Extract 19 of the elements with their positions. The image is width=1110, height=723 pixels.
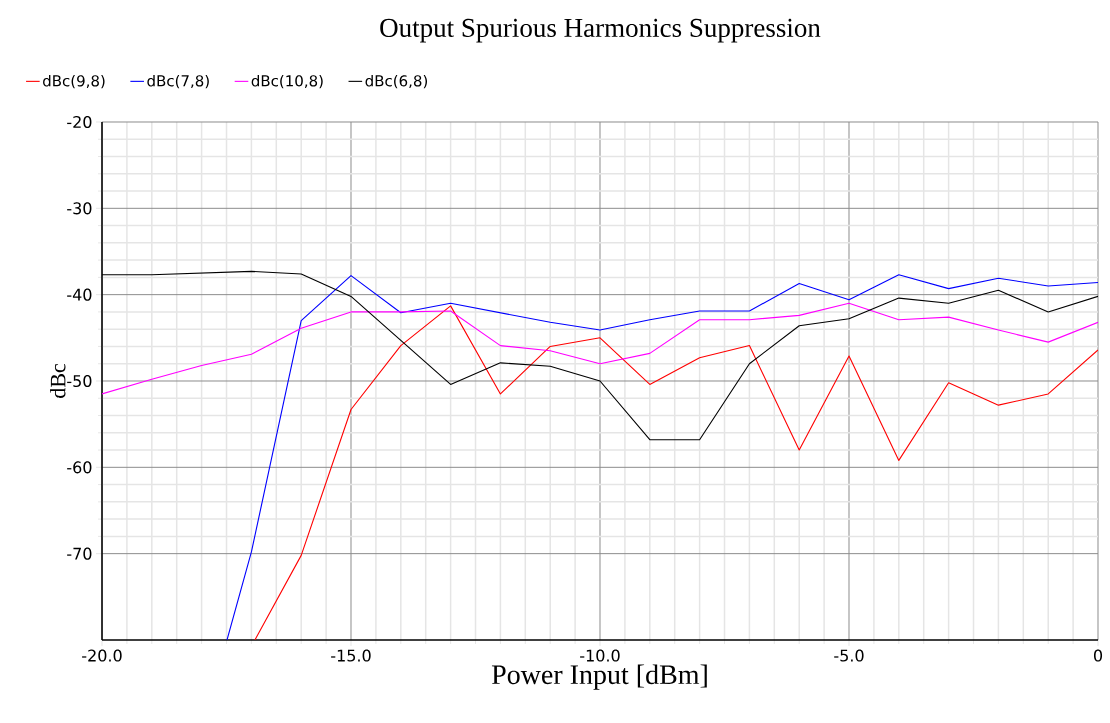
x-tick-label: 0 [1093, 649, 1103, 662]
legend-label: dBc(9,8) [43, 74, 105, 89]
x-axis-title: Power Input [dBm] [491, 664, 707, 690]
y-tick-label: -50 [67, 374, 92, 388]
legend-label: dBc(7,8) [147, 74, 209, 89]
y-tick-label: -30 [67, 202, 92, 215]
y-tick-label: -20 [67, 115, 92, 129]
line-series [102, 302, 1099, 395]
y-tick-label: -70 [67, 547, 92, 560]
legend-label: dBc(6,8) [365, 74, 428, 89]
x-tick-label: -20.0 [82, 649, 122, 662]
chart-title: Output Spurious Harmonics Suppression [380, 18, 821, 43]
y-tick-label: -60 [67, 461, 92, 474]
legend-label: dBc(10,8) [251, 74, 323, 89]
x-tick-label: -5.0 [834, 649, 864, 662]
x-tick-label: -15.0 [331, 649, 371, 662]
y-axis-title: dBc [50, 363, 66, 398]
y-tick-label: -40 [67, 288, 92, 301]
x-tick-label: -10.0 [580, 649, 620, 662]
